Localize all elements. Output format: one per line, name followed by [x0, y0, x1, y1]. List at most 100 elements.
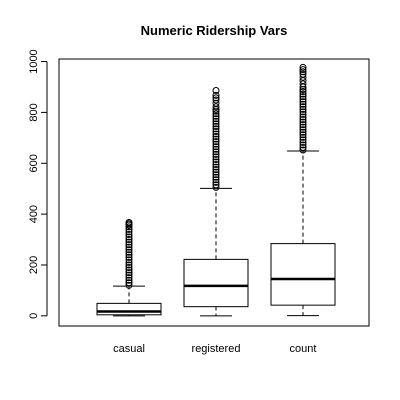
outlier-point — [299, 68, 307, 76]
outlier-point — [212, 99, 220, 107]
outlier-point — [125, 251, 133, 259]
outlier-point — [125, 258, 133, 266]
box — [96, 302, 162, 316]
y-tick-label: 800 — [28, 103, 40, 121]
outlier-point — [299, 105, 307, 113]
outlier-point — [125, 228, 133, 236]
outlier-point — [212, 143, 220, 151]
outlier-point — [125, 238, 133, 246]
y-tick-label: 1000 — [28, 49, 40, 73]
outlier-point — [125, 274, 133, 282]
outlier-point — [299, 70, 307, 78]
x-axis-labels: casual registered count — [113, 343, 316, 355]
outlier-point — [212, 148, 220, 156]
outlier-point — [125, 271, 133, 279]
outlier-point — [125, 243, 133, 251]
outlier-point — [212, 140, 220, 148]
outlier-point — [212, 103, 220, 111]
outlier-point — [125, 236, 133, 244]
outlier-point — [299, 100, 307, 108]
outlier-point — [212, 155, 220, 163]
outlier-point — [299, 98, 307, 106]
outlier-point — [299, 80, 307, 88]
outlier-point — [212, 115, 220, 123]
outlier-point — [212, 87, 220, 95]
outlier-point — [212, 181, 220, 189]
y-axis: 0 200 400 600 800 1000 — [28, 49, 48, 319]
outlier-point — [299, 108, 307, 116]
outlier-point — [299, 113, 307, 121]
outlier-point — [299, 126, 307, 134]
outlier-point — [299, 121, 307, 129]
outlier-point — [125, 253, 133, 261]
outlier-point — [212, 127, 220, 135]
outlier-point — [125, 281, 133, 289]
outlier-point — [212, 166, 220, 174]
outlier-point — [299, 63, 307, 71]
outlier-point — [212, 161, 220, 169]
outlier-point — [125, 248, 133, 256]
y-tick-label: 200 — [28, 256, 40, 274]
outlier-point — [299, 136, 307, 144]
outlier-point — [212, 158, 220, 166]
outlier-point — [212, 96, 220, 104]
outlier-point — [299, 128, 307, 136]
outlier-point — [299, 141, 307, 149]
outlier-point — [299, 116, 307, 124]
outlier-point — [125, 276, 133, 284]
outlier-point — [125, 256, 133, 264]
outlier-point — [125, 230, 133, 238]
outlier-point — [125, 246, 133, 254]
outlier-point — [212, 94, 220, 102]
outlier-point — [299, 93, 307, 101]
outlier-point — [125, 264, 133, 272]
x-category-label: count — [290, 343, 317, 355]
y-tick-label: 400 — [28, 205, 40, 223]
outlier-point — [125, 219, 133, 227]
outlier-point — [212, 173, 220, 181]
y-tick-label: 0 — [28, 313, 40, 319]
outlier-point — [212, 122, 220, 130]
outlier-point — [212, 168, 220, 176]
outlier-point — [299, 138, 307, 146]
outlier-point — [212, 150, 220, 158]
outlier-point — [299, 66, 307, 74]
outlier-point — [299, 133, 307, 141]
outlier-point — [212, 178, 220, 186]
outlier-point — [212, 110, 220, 118]
outlier-point — [212, 171, 220, 179]
outlier-point — [299, 95, 307, 103]
box — [183, 258, 249, 308]
outlier-point — [299, 146, 307, 154]
outlier-point — [299, 143, 307, 151]
outlier-point — [299, 103, 307, 111]
outlier-point — [212, 133, 220, 141]
x-category-label: registered — [192, 343, 241, 355]
outlier-point — [299, 110, 307, 118]
outlier-point — [125, 233, 133, 241]
plot-area — [96, 63, 336, 317]
outlier-point — [212, 183, 220, 191]
outlier-point — [125, 266, 133, 274]
outlier-point — [125, 279, 133, 287]
outlier-point — [125, 269, 133, 277]
outlier-point — [212, 138, 220, 146]
outlier-point — [212, 91, 220, 99]
outlier-point — [299, 118, 307, 126]
outlier-point — [299, 88, 307, 96]
box — [270, 243, 336, 306]
y-tick-label: 600 — [28, 154, 40, 172]
outlier-point — [212, 120, 220, 128]
outlier-point — [212, 112, 220, 120]
outlier-point — [299, 123, 307, 131]
outlier-point — [212, 125, 220, 133]
plot-frame — [58, 58, 370, 327]
outlier-point — [125, 241, 133, 249]
outlier-point — [212, 163, 220, 171]
outlier-point — [212, 176, 220, 184]
outlier-point — [212, 135, 220, 143]
outlier-point — [212, 145, 220, 153]
outlier-point — [299, 90, 307, 98]
outlier-point — [125, 261, 133, 269]
outlier-point — [299, 131, 307, 139]
